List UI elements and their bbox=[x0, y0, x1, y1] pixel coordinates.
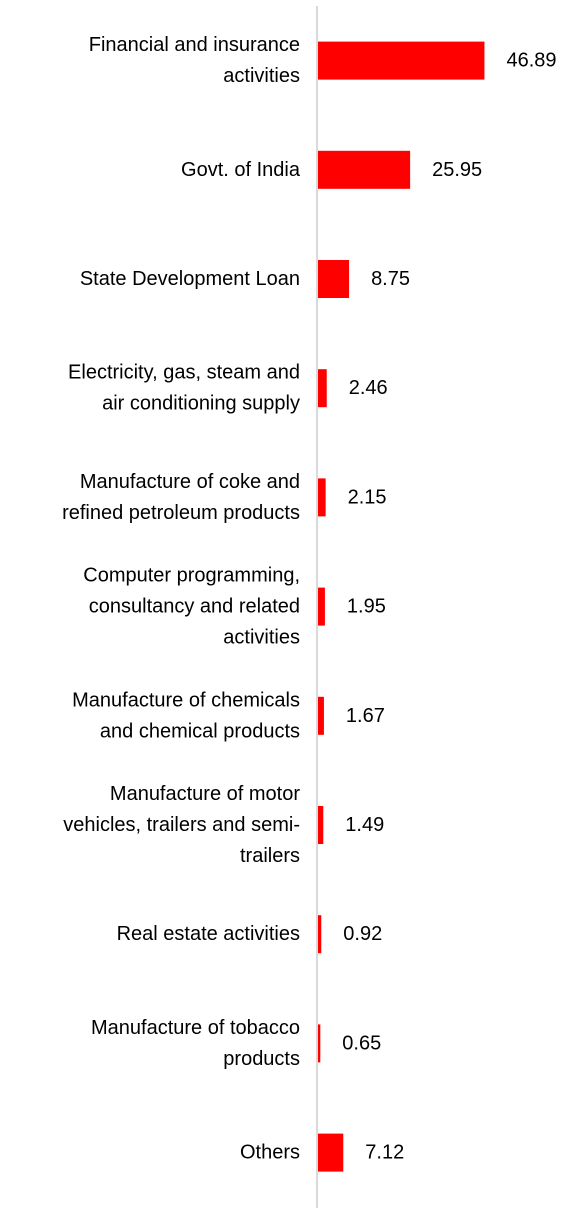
bar-7 bbox=[318, 806, 324, 844]
bar-5 bbox=[318, 587, 325, 626]
bar-2 bbox=[318, 260, 350, 298]
bar-10 bbox=[318, 1133, 344, 1172]
category-labels-group: Financial and insurance activities Govt. o… bbox=[62, 34, 301, 1164]
category-label-line: activities bbox=[223, 627, 300, 649]
category-label-line: Others bbox=[240, 1142, 300, 1164]
category-label-line: Manufacture of coke and bbox=[80, 471, 300, 493]
data-label-9: 0.65 bbox=[342, 1032, 381, 1054]
category-label-line: and chemical products bbox=[100, 720, 300, 742]
category-label-line: Manufacture of chemicals bbox=[72, 689, 300, 711]
bar-4 bbox=[318, 478, 326, 517]
data-label-4: 2.15 bbox=[348, 486, 387, 508]
category-label-line: products bbox=[223, 1048, 300, 1070]
data-label-1: 25.95 bbox=[432, 159, 482, 181]
data-label-0: 46.89 bbox=[506, 50, 556, 72]
category-label-line: refined petroleum products bbox=[62, 502, 300, 524]
value-labels-group: 46.89 25.95 8.75 2.46 2.15 1.95 1.67 1.49 0.92 0.… bbox=[342, 50, 556, 1164]
bar-3 bbox=[318, 369, 327, 408]
category-label-3: Electricity, gas, steam and air condition… bbox=[68, 362, 300, 415]
category-label-line: Computer programming, bbox=[83, 565, 300, 587]
category-label-0: Financial and insurance activities bbox=[89, 34, 300, 87]
category-label-line: Manufacture of motor bbox=[110, 783, 300, 805]
data-label-7: 1.49 bbox=[345, 814, 384, 836]
data-label-6: 1.67 bbox=[346, 705, 385, 727]
category-label-line: Manufacture of tobacco bbox=[91, 1017, 300, 1039]
category-label-7: Manufacture of motor vehicles, trailers a… bbox=[63, 783, 300, 867]
bar-0 bbox=[318, 41, 485, 80]
data-label-5: 1.95 bbox=[347, 596, 386, 618]
category-label-line: consultancy and related bbox=[89, 596, 300, 618]
category-label-6: Manufacture of chemicals and chemical pro… bbox=[72, 689, 300, 742]
category-label-line: State Development Loan bbox=[80, 268, 300, 290]
category-label-line: Electricity, gas, steam and bbox=[68, 362, 300, 384]
category-label-4: Manufacture of coke and refined petroleum… bbox=[62, 471, 300, 524]
category-label-line: Financial and insurance bbox=[89, 34, 300, 56]
category-label-10: Others bbox=[240, 1142, 300, 1164]
category-label-line: air conditioning supply bbox=[102, 393, 300, 415]
bars-group bbox=[318, 41, 485, 1172]
category-label-line: vehicles, trailers and semi- bbox=[63, 814, 300, 836]
category-label-5: Computer programming, consultancy and rel… bbox=[83, 565, 300, 649]
category-label-8: Real estate activities bbox=[117, 923, 300, 945]
category-label-line: trailers bbox=[240, 845, 300, 867]
bar-1 bbox=[318, 150, 411, 189]
data-label-8: 0.92 bbox=[343, 923, 382, 945]
category-label-1: Govt. of India bbox=[181, 159, 301, 181]
category-label-line: Govt. of India bbox=[181, 159, 301, 181]
data-label-10: 7.12 bbox=[365, 1142, 404, 1164]
bar-6 bbox=[318, 696, 324, 735]
category-label-line: activities bbox=[223, 65, 300, 87]
category-label-9: Manufacture of tobacco products bbox=[91, 1017, 300, 1070]
bar-9 bbox=[318, 1024, 321, 1063]
data-label-3: 2.46 bbox=[349, 377, 388, 399]
data-label-2: 8.75 bbox=[371, 268, 410, 290]
category-label-line: Real estate activities bbox=[117, 923, 300, 945]
bar-8 bbox=[318, 915, 322, 954]
category-label-2: State Development Loan bbox=[80, 268, 300, 290]
